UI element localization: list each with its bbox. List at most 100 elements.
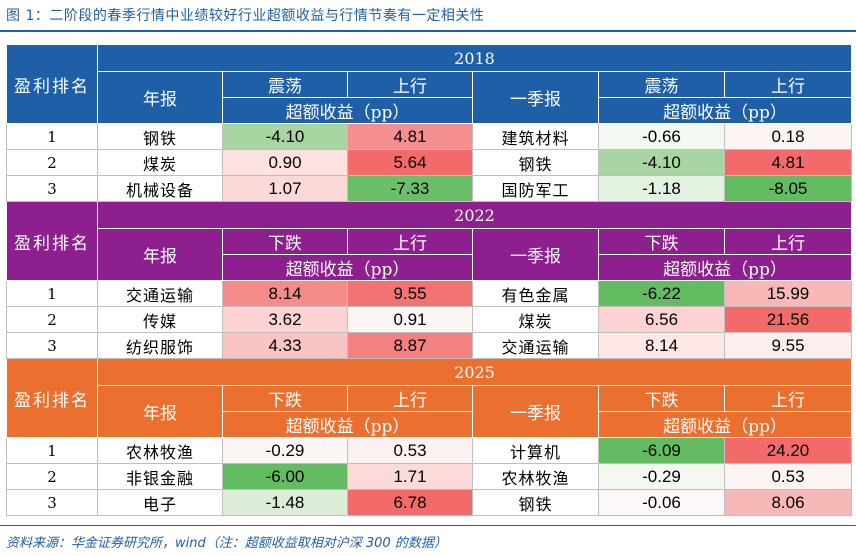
q1-value-cell: -0.29 (598, 463, 725, 490)
table-row: 2 传媒 3.62 0.91 煤炭 6.56 21.56 (6, 306, 852, 333)
annual-value-cell: 8.87 (347, 332, 473, 359)
annual-industry-cell: 交通运输 (97, 280, 223, 307)
q1-value-cell: 6.56 (598, 306, 725, 333)
bottom-rule (0, 525, 856, 526)
annual-value-cell: 3.62 (222, 306, 348, 333)
annual-phase-1: 下跌 (222, 385, 348, 412)
q1-industry-cell: 国防军工 (472, 175, 599, 202)
q1-industry-cell: 建筑材料 (472, 123, 599, 150)
q1-industry-cell: 煤炭 (472, 306, 599, 333)
table-row: 1 钢铁 -4.10 4.81 建筑材料 -0.66 0.18 (6, 123, 852, 150)
annual-excess-label: 超额收益（pp） (222, 254, 473, 281)
table-row: 3 机械设备 1.07 -7.33 国防军工 -1.18 -8.05 (6, 175, 852, 202)
q1-excess-label: 超额收益（pp） (598, 254, 852, 281)
q1-phase-1: 下跌 (598, 385, 725, 412)
q1-value-cell: -0.06 (598, 489, 725, 516)
rank-header: 盈利排名 (6, 358, 98, 438)
annual-phase-1: 震荡 (222, 71, 348, 98)
year-header: 2022 (97, 201, 852, 229)
annual-phase-2: 上行 (347, 385, 473, 412)
year-header: 2025 (97, 358, 852, 386)
q1-industry-cell: 钢铁 (472, 149, 599, 176)
figure-title: 图 1：二阶段的春季行情中业绩较好行业超额收益与行情节奏有一定相关性 (6, 8, 485, 24)
table-row: 1 农林牧渔 -0.29 0.53 计算机 -6.09 24.20 (6, 437, 852, 464)
annual-value-cell: 6.78 (347, 489, 473, 516)
q1-value-cell: 0.53 (724, 463, 852, 490)
table-row: 3 纺织服饰 4.33 8.87 交通运输 8.14 9.55 (6, 332, 852, 359)
annual-phase-1: 下跌 (222, 228, 348, 255)
rank-header: 盈利排名 (6, 201, 98, 281)
q1-phase-2: 上行 (724, 71, 852, 98)
q1-excess-label: 超额收益（pp） (598, 97, 852, 124)
q1-phase-1: 下跌 (598, 228, 725, 255)
q1-industry-cell: 有色金属 (472, 280, 599, 307)
rank-cell: 3 (6, 489, 98, 516)
rank-cell: 2 (6, 306, 98, 333)
q1-report-header: 一季报 (472, 71, 599, 124)
annual-industry-cell: 农林牧渔 (97, 437, 223, 464)
annual-phase-2: 上行 (347, 228, 473, 255)
q1-phase-1: 震荡 (598, 71, 725, 98)
annual-value-cell: -4.10 (222, 123, 348, 150)
q1-value-cell: 15.99 (724, 280, 852, 307)
annual-industry-cell: 煤炭 (97, 149, 223, 176)
q1-industry-cell: 交通运输 (472, 332, 599, 359)
source-note: 资料来源：华金证券研究所，wind（注：超额收益取相对沪深 300 的数据） (6, 536, 447, 551)
q1-value-cell: 24.20 (724, 437, 852, 464)
rank-cell: 1 (6, 123, 98, 150)
annual-industry-cell: 电子 (97, 489, 223, 516)
annual-value-cell: 1.07 (222, 175, 348, 202)
annual-industry-cell: 非银金融 (97, 463, 223, 490)
q1-industry-cell: 农林牧渔 (472, 463, 599, 490)
q1-excess-label: 超额收益（pp） (598, 411, 852, 438)
q1-value-cell: 8.06 (724, 489, 852, 516)
rank-cell: 2 (6, 149, 98, 176)
q1-value-cell: -6.22 (598, 280, 725, 307)
table-row: 3 电子 -1.48 6.78 钢铁 -0.06 8.06 (6, 489, 852, 516)
annual-value-cell: 1.71 (347, 463, 473, 490)
annual-report-header: 年报 (97, 385, 223, 438)
q1-value-cell: 9.55 (724, 332, 852, 359)
q1-industry-cell: 钢铁 (472, 489, 599, 516)
q1-value-cell: -8.05 (724, 175, 852, 202)
annual-value-cell: -0.29 (222, 437, 348, 464)
annual-value-cell: 0.53 (347, 437, 473, 464)
q1-value-cell: 4.81 (724, 149, 852, 176)
q1-value-cell: -1.18 (598, 175, 725, 202)
q1-report-header: 一季报 (472, 228, 599, 281)
q1-industry-cell: 计算机 (472, 437, 599, 464)
q1-report-header: 一季报 (472, 385, 599, 438)
rank-header: 盈利排名 (6, 44, 98, 124)
annual-excess-label: 超额收益（pp） (222, 411, 473, 438)
annual-value-cell: 0.91 (347, 306, 473, 333)
q1-value-cell: -0.66 (598, 123, 725, 150)
q1-value-cell: 8.14 (598, 332, 725, 359)
q1-phase-2: 上行 (724, 228, 852, 255)
title-rule (0, 30, 856, 32)
annual-value-cell: -1.48 (222, 489, 348, 516)
rank-cell: 3 (6, 332, 98, 359)
rank-cell: 1 (6, 280, 98, 307)
year-header: 2018 (97, 44, 852, 72)
q1-value-cell: 0.18 (724, 123, 852, 150)
table-row: 2 煤炭 0.90 5.64 钢铁 -4.10 4.81 (6, 149, 852, 176)
annual-value-cell: 9.55 (347, 280, 473, 307)
annual-industry-cell: 纺织服饰 (97, 332, 223, 359)
annual-excess-label: 超额收益（pp） (222, 97, 473, 124)
annual-value-cell: 4.81 (347, 123, 473, 150)
q1-phase-2: 上行 (724, 385, 852, 412)
annual-industry-cell: 传媒 (97, 306, 223, 333)
rank-cell: 2 (6, 463, 98, 490)
annual-report-header: 年报 (97, 228, 223, 281)
annual-value-cell: 5.64 (347, 149, 473, 176)
excess-return-table: 盈利排名 2018 年报 震荡 上行 一季报 震荡 上行 超额收益（pp） 超额收益（pp） 1 钢铁… (6, 44, 852, 516)
q1-value-cell: -4.10 (598, 149, 725, 176)
annual-report-header: 年报 (97, 71, 223, 124)
annual-phase-2: 上行 (347, 71, 473, 98)
q1-value-cell: 21.56 (724, 306, 852, 333)
annual-industry-cell: 钢铁 (97, 123, 223, 150)
annual-value-cell: -6.00 (222, 463, 348, 490)
annual-value-cell: 8.14 (222, 280, 348, 307)
q1-value-cell: -6.09 (598, 437, 725, 464)
rank-cell: 1 (6, 437, 98, 464)
